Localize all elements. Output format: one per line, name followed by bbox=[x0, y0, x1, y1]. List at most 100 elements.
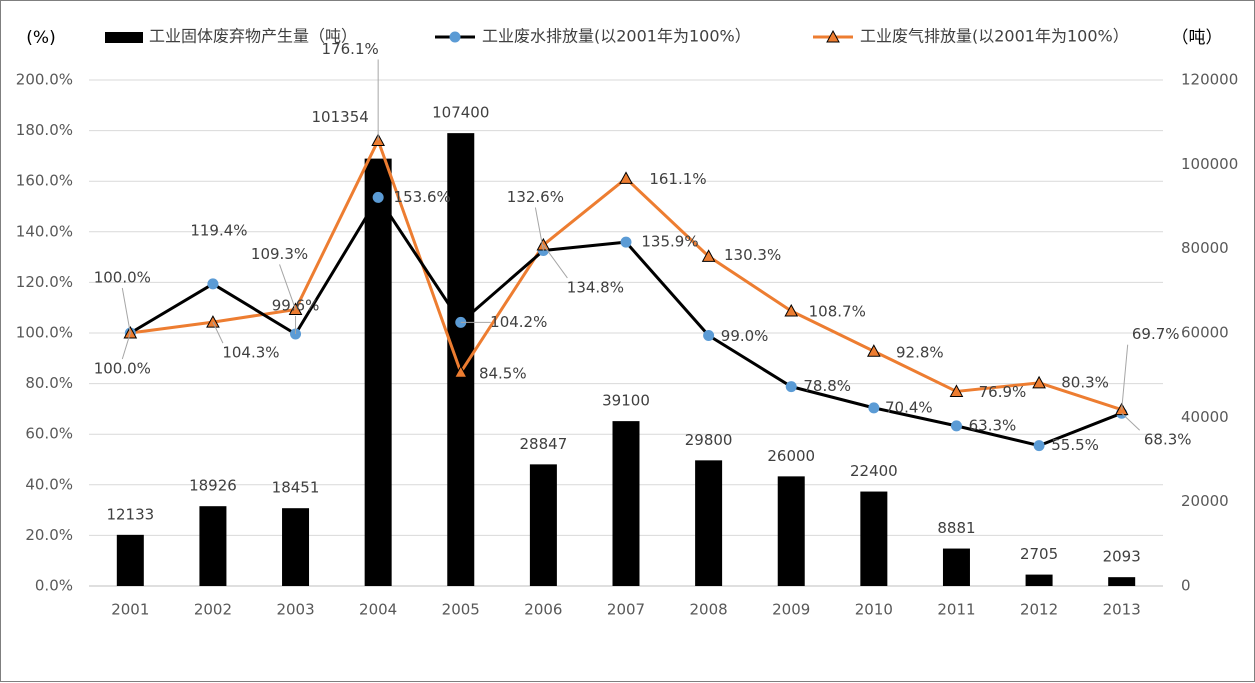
bar-value-label: 2093 bbox=[1103, 548, 1141, 566]
left-tick-label: 0.0% bbox=[35, 577, 73, 595]
waste-gas-point bbox=[1032, 375, 1046, 389]
wastewater-value-label: 63.3% bbox=[969, 416, 1017, 434]
waste-gas-leader-line bbox=[1121, 344, 1129, 410]
waste-gas-point bbox=[949, 384, 964, 397]
bar-value-label: 18926 bbox=[189, 477, 237, 495]
x-tick-label: 2011 bbox=[937, 601, 975, 619]
bar-value-label: 107400 bbox=[432, 104, 489, 122]
bar bbox=[529, 464, 557, 586]
bar bbox=[777, 476, 805, 586]
left-tick-label: 180.0% bbox=[16, 121, 73, 139]
wastewater-point bbox=[703, 330, 715, 342]
wastewater-point bbox=[1033, 440, 1045, 452]
wastewater-value-label: 99.6% bbox=[272, 297, 320, 315]
right-axis-unit: （吨） bbox=[1172, 28, 1223, 48]
x-tick-label: 2006 bbox=[524, 601, 562, 619]
bar-value-label: 22400 bbox=[850, 462, 898, 480]
bar-value-label: 28847 bbox=[520, 435, 568, 453]
x-tick-label: 2013 bbox=[1103, 601, 1141, 619]
x-tick-label: 2010 bbox=[855, 601, 893, 619]
x-tick-label: 2004 bbox=[359, 601, 397, 619]
legend-label-solid-waste: 工业固体废弃物产生量（吨） bbox=[149, 27, 357, 46]
bar-value-label: 12133 bbox=[106, 505, 154, 523]
waste-gas-value-label: 176.1% bbox=[322, 40, 379, 58]
waste-gas-leader-line bbox=[279, 264, 297, 310]
waste-gas-value-label: 130.3% bbox=[724, 246, 781, 264]
legend-label-waste-gas: 工业废气排放量(以2001年为100%） bbox=[860, 27, 1129, 46]
bar-value-label: 39100 bbox=[602, 392, 650, 410]
wastewater-value-label: 135.9% bbox=[641, 233, 698, 251]
right-tick-label: 80000 bbox=[1181, 239, 1229, 257]
bar-value-label: 101354 bbox=[312, 108, 369, 126]
wastewater-value-label: 78.8% bbox=[803, 377, 851, 395]
right-tick-label: 0 bbox=[1181, 577, 1191, 595]
bar bbox=[942, 548, 970, 586]
left-tick-label: 200.0% bbox=[16, 71, 73, 89]
bar bbox=[860, 491, 888, 586]
wastewater-value-label: 100.0% bbox=[94, 269, 151, 287]
left-tick-label: 120.0% bbox=[16, 273, 73, 291]
waste-gas-value-label: 80.3% bbox=[1061, 373, 1109, 391]
x-tick-label: 2012 bbox=[1020, 601, 1058, 619]
wastewater-point bbox=[207, 278, 219, 290]
left-tick-label: 20.0% bbox=[25, 526, 73, 544]
waste-gas-point bbox=[867, 344, 881, 357]
wastewater-value-label: 119.4% bbox=[190, 221, 247, 239]
wastewater-point bbox=[372, 191, 384, 203]
x-tick-label: 2007 bbox=[607, 601, 645, 619]
right-tick-label: 60000 bbox=[1181, 324, 1229, 342]
waste-gas-leader-line bbox=[121, 332, 131, 360]
x-tick-label: 2003 bbox=[276, 601, 314, 619]
waste-gas-value-label: 92.8% bbox=[896, 344, 944, 362]
bar bbox=[695, 460, 723, 586]
legend-label-wastewater: 工业废水排放量(以2001年为100%） bbox=[482, 27, 751, 46]
wastewater-value-label: 132.6% bbox=[507, 188, 564, 206]
bar-value-label: 29800 bbox=[685, 431, 733, 449]
left-tick-label: 60.0% bbox=[25, 425, 73, 443]
left-tick-label: 140.0% bbox=[16, 222, 73, 240]
wastewater-leader-line bbox=[121, 287, 131, 334]
bar bbox=[282, 508, 310, 586]
wastewater-value-label: 104.2% bbox=[490, 313, 547, 331]
waste-gas-point bbox=[453, 365, 468, 378]
right-tick-label: 20000 bbox=[1181, 492, 1229, 510]
legend-water-marker bbox=[449, 31, 461, 43]
waste-gas-leader-line bbox=[212, 321, 224, 344]
left-tick-label: 40.0% bbox=[25, 475, 73, 493]
legend-gas-marker bbox=[826, 29, 840, 43]
right-tick-label: 100000 bbox=[1181, 155, 1238, 173]
bar bbox=[612, 421, 640, 586]
legend-bar-swatch bbox=[105, 32, 143, 43]
waste-gas-leader-line bbox=[542, 244, 568, 279]
x-tick-label: 2002 bbox=[194, 601, 232, 619]
wastewater-leader-line bbox=[1121, 412, 1141, 431]
right-tick-label: 40000 bbox=[1181, 408, 1229, 426]
left-axis-unit: (%) bbox=[26, 28, 55, 48]
bar bbox=[1108, 577, 1136, 586]
wastewater-point bbox=[868, 402, 880, 414]
waste-gas-point bbox=[206, 315, 220, 328]
bar-value-label: 26000 bbox=[767, 447, 815, 465]
bar-value-label: 8881 bbox=[937, 519, 975, 537]
x-tick-label: 2005 bbox=[442, 601, 480, 619]
waste-gas-point bbox=[784, 303, 799, 317]
left-tick-label: 100.0% bbox=[16, 324, 73, 342]
bar-value-label: 2705 bbox=[1020, 545, 1058, 563]
waste-gas-value-label: 76.9% bbox=[979, 383, 1027, 401]
x-tick-label: 2008 bbox=[690, 601, 728, 619]
wastewater-value-label: 99.0% bbox=[721, 327, 769, 345]
x-tick-label: 2001 bbox=[111, 601, 149, 619]
left-tick-label: 160.0% bbox=[16, 172, 73, 190]
waste-gas-value-label: 100.0% bbox=[94, 360, 151, 378]
wastewater-value-label: 55.5% bbox=[1051, 436, 1099, 454]
waste-gas-value-label: 161.1% bbox=[649, 170, 706, 188]
wastewater-point bbox=[785, 381, 797, 393]
wastewater-value-label: 70.4% bbox=[885, 398, 933, 416]
waste-gas-value-label: 108.7% bbox=[809, 302, 866, 320]
bar bbox=[116, 534, 144, 586]
left-tick-label: 80.0% bbox=[25, 374, 73, 392]
waste-gas-point bbox=[619, 171, 633, 184]
bar bbox=[364, 158, 392, 586]
